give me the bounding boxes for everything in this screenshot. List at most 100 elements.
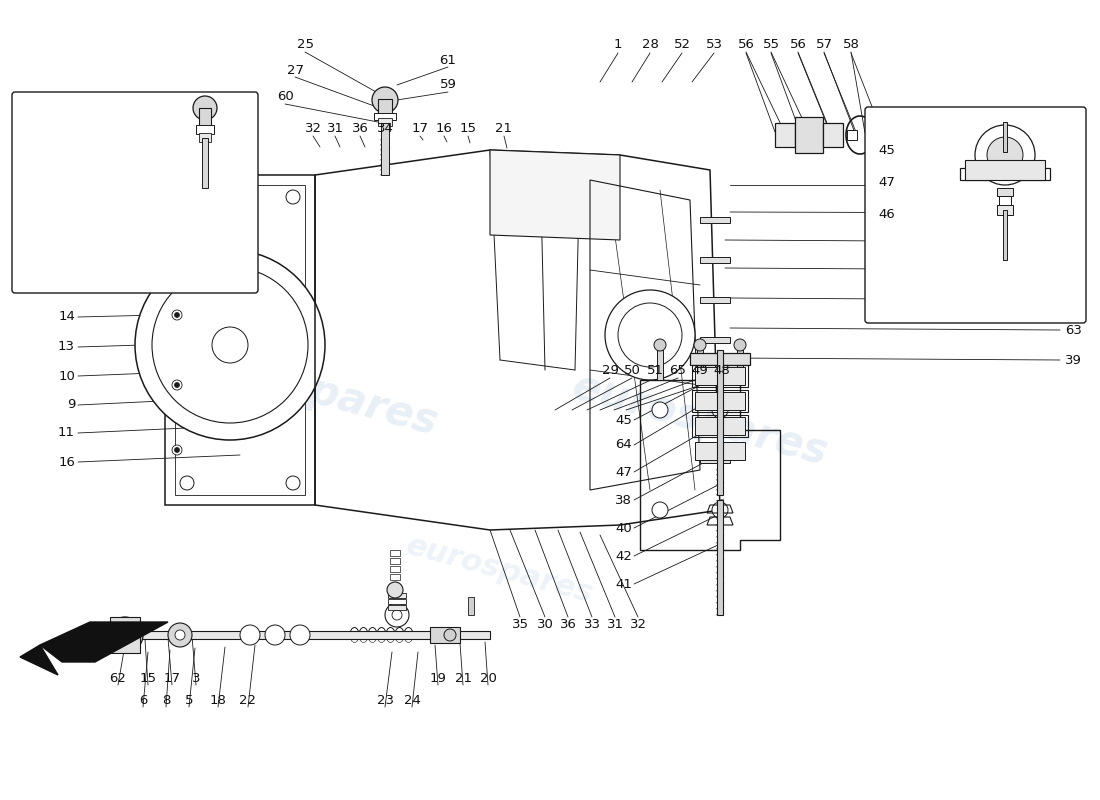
- Text: 55: 55: [762, 38, 780, 51]
- Bar: [690, 353, 750, 365]
- Text: 21: 21: [495, 122, 513, 134]
- Circle shape: [654, 339, 666, 351]
- Text: 61: 61: [440, 54, 456, 66]
- Bar: [999, 196, 1011, 206]
- Bar: [468, 597, 474, 615]
- Text: 48: 48: [714, 363, 730, 377]
- Circle shape: [618, 303, 682, 367]
- Circle shape: [987, 137, 1023, 173]
- Text: 9: 9: [67, 398, 75, 411]
- Text: 36: 36: [352, 122, 368, 134]
- Bar: [388, 599, 406, 604]
- Text: 16: 16: [58, 455, 75, 469]
- Bar: [700, 297, 730, 303]
- Text: OLD SOLUTION: OLD SOLUTION: [925, 302, 1024, 314]
- Bar: [199, 133, 211, 142]
- Bar: [381, 123, 389, 175]
- Bar: [378, 118, 392, 126]
- Bar: [374, 113, 396, 120]
- Text: 42: 42: [615, 550, 631, 562]
- Circle shape: [240, 625, 260, 645]
- Bar: [737, 350, 742, 380]
- Circle shape: [117, 627, 133, 643]
- Bar: [196, 125, 214, 134]
- Text: 19: 19: [430, 671, 447, 685]
- Bar: [390, 566, 400, 572]
- Text: 49: 49: [692, 363, 708, 377]
- Bar: [390, 574, 400, 580]
- Circle shape: [444, 629, 456, 641]
- Bar: [692, 390, 748, 412]
- Circle shape: [975, 125, 1035, 185]
- Text: 1: 1: [614, 38, 623, 51]
- Text: 31: 31: [327, 122, 343, 134]
- Text: 27: 27: [286, 63, 304, 77]
- Bar: [717, 350, 723, 495]
- Text: 62: 62: [110, 671, 126, 685]
- Text: 17: 17: [164, 671, 180, 685]
- Text: 52: 52: [673, 38, 691, 51]
- Bar: [390, 558, 400, 564]
- Text: 13: 13: [58, 341, 75, 354]
- Bar: [960, 168, 1050, 180]
- Bar: [700, 417, 730, 423]
- Text: 24: 24: [404, 694, 420, 706]
- Circle shape: [392, 610, 402, 620]
- Text: 43: 43: [1065, 235, 1082, 249]
- Text: 10: 10: [58, 370, 75, 382]
- Polygon shape: [490, 150, 620, 240]
- Bar: [700, 457, 730, 463]
- Text: 33: 33: [58, 197, 75, 210]
- Text: 30: 30: [537, 618, 553, 631]
- Text: 20: 20: [480, 671, 496, 685]
- Text: 22: 22: [240, 694, 256, 706]
- Text: 31: 31: [606, 618, 624, 631]
- Text: 36: 36: [560, 618, 576, 631]
- Bar: [695, 367, 745, 385]
- Bar: [717, 500, 723, 615]
- Text: 60: 60: [276, 90, 294, 103]
- Text: 35: 35: [512, 618, 528, 631]
- Circle shape: [290, 625, 310, 645]
- Text: 3: 3: [191, 671, 200, 685]
- Text: 37: 37: [1065, 294, 1082, 306]
- Circle shape: [175, 447, 179, 453]
- Text: Valid till gearbox Nr. 419: Valid till gearbox Nr. 419: [53, 262, 218, 274]
- Text: 41: 41: [615, 578, 631, 590]
- Circle shape: [286, 190, 300, 204]
- Text: 45: 45: [878, 143, 895, 157]
- Circle shape: [107, 617, 143, 653]
- Circle shape: [175, 382, 179, 387]
- Text: 32: 32: [629, 618, 647, 631]
- Circle shape: [172, 445, 182, 455]
- Text: 58: 58: [843, 38, 859, 51]
- Circle shape: [172, 310, 182, 320]
- Circle shape: [172, 235, 182, 245]
- Text: 16: 16: [436, 122, 452, 134]
- Text: 45: 45: [615, 414, 631, 426]
- Text: 59: 59: [440, 78, 456, 91]
- Text: 26: 26: [30, 182, 47, 194]
- Text: 47: 47: [615, 466, 631, 478]
- Bar: [657, 350, 663, 380]
- Text: 46: 46: [878, 209, 894, 222]
- Bar: [202, 138, 208, 188]
- FancyBboxPatch shape: [12, 92, 258, 293]
- Bar: [695, 442, 745, 460]
- Text: SOLUZIONE SUPERATA*: SOLUZIONE SUPERATA*: [898, 286, 1053, 298]
- Text: 51: 51: [647, 363, 663, 377]
- Text: 39: 39: [1065, 354, 1082, 366]
- Text: 12: 12: [58, 282, 75, 294]
- Polygon shape: [40, 622, 168, 662]
- Circle shape: [152, 267, 308, 423]
- Bar: [430, 627, 460, 643]
- Circle shape: [286, 476, 300, 490]
- Bar: [695, 392, 745, 410]
- Text: eurospares: eurospares: [404, 531, 597, 609]
- Circle shape: [180, 476, 194, 490]
- Bar: [776, 123, 795, 147]
- Text: 54: 54: [1065, 206, 1082, 219]
- Text: 8: 8: [67, 142, 75, 154]
- Circle shape: [712, 402, 728, 418]
- Bar: [692, 415, 748, 437]
